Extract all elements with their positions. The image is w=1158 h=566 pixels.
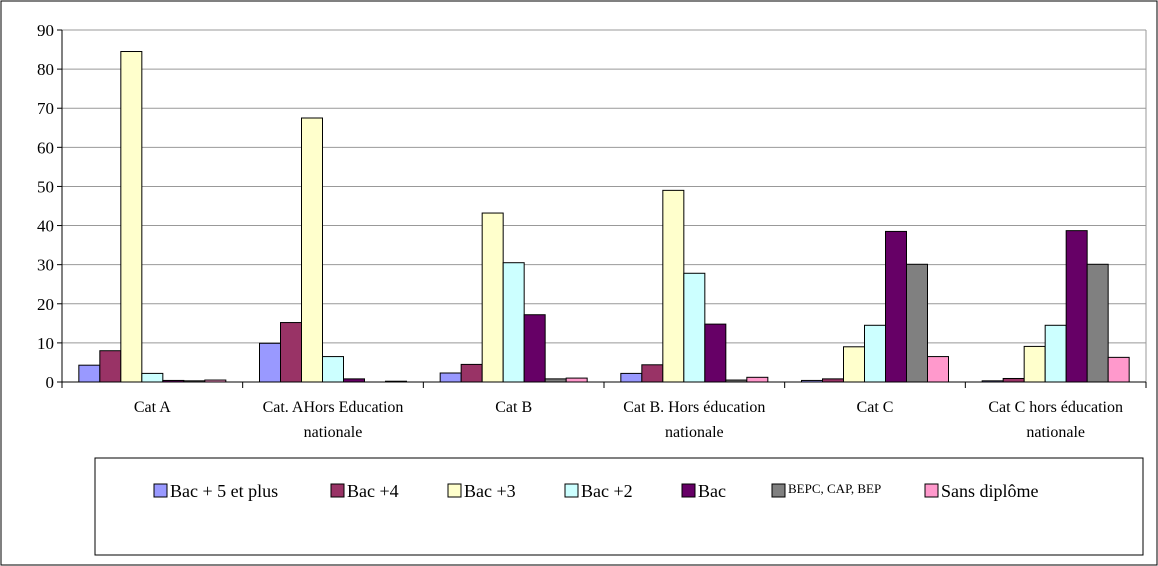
- x-category-label: Cat A: [134, 399, 171, 416]
- bar: [1086, 263, 1109, 383]
- legend-label: BEPC, CAP, BEP: [788, 481, 881, 496]
- bar: [141, 372, 164, 383]
- bar: [78, 364, 101, 383]
- legend-swatch: [771, 483, 786, 498]
- x-category-label-line: Cat C: [857, 399, 894, 416]
- bar: [1044, 324, 1067, 383]
- bar: [502, 262, 525, 383]
- legend-label: Sans diplôme: [941, 481, 1039, 501]
- legend-swatch: [924, 483, 939, 498]
- bar: [481, 212, 504, 383]
- y-tick-label: 60: [37, 138, 54, 157]
- bar: [704, 323, 727, 383]
- bar: [120, 51, 143, 383]
- y-tick-label: 10: [37, 334, 54, 353]
- bar: [523, 314, 546, 383]
- bar: [906, 263, 928, 383]
- axes: 0 10 20 30 40 50 60 70 80 90 Cat A Cat. AHors Educa…: [37, 21, 1147, 441]
- bar: [301, 117, 323, 383]
- legend: Bac + 5 et plus Bac +4 Bac +3 Bac +2 Bac BEPC…: [94, 457, 1144, 556]
- bar: [746, 376, 769, 383]
- bar: [927, 356, 949, 383]
- legend-swatch: [330, 483, 345, 498]
- x-category-label-line: nationale: [1026, 424, 1085, 441]
- x-category-label-line: Cat B: [495, 399, 532, 416]
- legend-label: Bac +3: [464, 481, 516, 501]
- y-tick-label: 30: [37, 256, 54, 275]
- bar: [259, 342, 281, 383]
- legend-label: Bac +2: [581, 481, 633, 501]
- plot-area: [62, 30, 1146, 382]
- bar: [1107, 356, 1130, 383]
- bar: [864, 324, 886, 383]
- y-tick-label: 50: [37, 177, 54, 196]
- bars: [78, 51, 1130, 383]
- bar: [662, 189, 685, 383]
- bar: [460, 363, 483, 383]
- bar: [99, 350, 122, 383]
- bar: [683, 272, 706, 383]
- x-category-label-line: Cat. AHors Education: [263, 399, 404, 416]
- y-tick-label: 80: [37, 60, 54, 79]
- x-category-label: Cat C hors éducation nationale: [988, 399, 1123, 441]
- legend-label: Bac + 5 et plus: [170, 481, 278, 501]
- bar: [1065, 230, 1088, 383]
- legend-swatch: [564, 483, 579, 498]
- bar: [322, 356, 344, 383]
- grid-lines: [62, 29, 1147, 382]
- x-category-label: Cat. AHors Education nationale: [263, 399, 404, 441]
- x-category-label: Cat C: [857, 399, 894, 416]
- bar: [280, 322, 302, 383]
- x-category-label: Cat B: [495, 399, 532, 416]
- legend-label: Bac +4: [347, 481, 399, 501]
- bar: [885, 230, 907, 383]
- y-tick-label: 0: [46, 373, 55, 392]
- y-tick-label: 40: [37, 217, 54, 236]
- legend-swatch: [681, 483, 696, 498]
- x-category-label-line: nationale: [304, 424, 363, 441]
- bar: [439, 372, 462, 383]
- bar: [620, 372, 643, 383]
- y-tick-label: 70: [37, 99, 54, 118]
- x-category-label-line: Cat B. Hors éducation: [623, 399, 765, 416]
- y-tick-label: 90: [37, 21, 54, 40]
- legend-box: [94, 457, 1144, 556]
- bar: [565, 377, 588, 383]
- bar: [1002, 377, 1025, 383]
- x-category-label: Cat B. Hors éducation nationale: [623, 399, 765, 441]
- bar: [641, 364, 664, 383]
- x-category-label-line: Cat A: [134, 399, 171, 416]
- legend-label: Bac: [698, 481, 726, 501]
- bar: [843, 346, 865, 383]
- y-tick-label: 20: [37, 295, 54, 314]
- x-category-label-line: nationale: [665, 424, 724, 441]
- legend-swatch: [153, 483, 168, 498]
- legend-swatch: [447, 483, 462, 498]
- bar: [1023, 345, 1046, 383]
- x-category-label-line: Cat C hors éducation: [988, 399, 1123, 416]
